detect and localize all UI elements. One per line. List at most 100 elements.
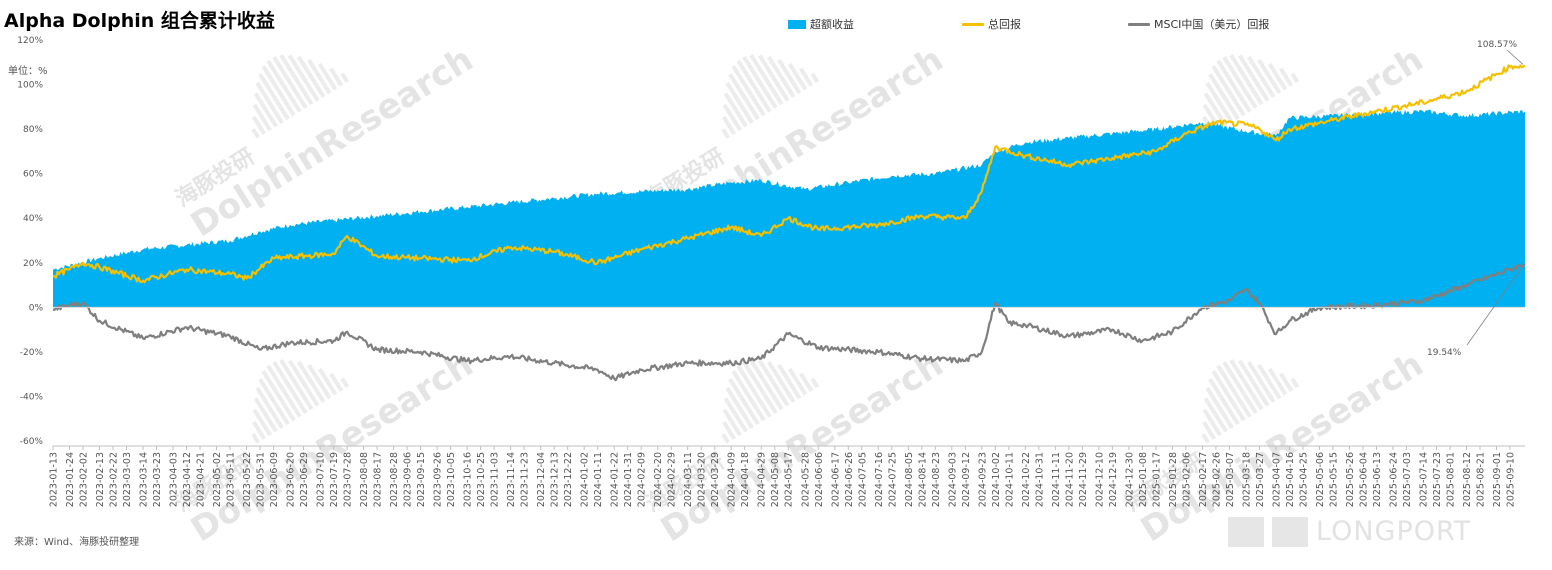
watermark-bar <box>266 364 302 418</box>
watermark-bar <box>767 55 796 98</box>
watermark-bar <box>329 67 344 87</box>
watermark-bar <box>266 59 302 113</box>
watermark-bar <box>799 67 814 87</box>
watermark-bar <box>810 72 820 84</box>
x-tick-label: 2024-04-18 <box>740 452 751 507</box>
x-tick-label: 2025-06-24 <box>1388 452 1399 507</box>
y-axis-unit-label: 单位：% <box>8 66 48 77</box>
watermark-bar <box>307 363 332 400</box>
watermark-bar <box>253 397 278 433</box>
x-tick-label: 2024-03-20 <box>697 452 708 507</box>
watermark-bar <box>721 433 731 444</box>
x-tick-label: 2024-06-26 <box>844 452 855 507</box>
x-tick-label: 2023-05-31 <box>256 452 267 507</box>
watermark-bar <box>757 359 790 407</box>
watermark-bar <box>297 360 326 403</box>
watermark-bar <box>1208 73 1240 121</box>
x-tick-label: 2023-06-09 <box>269 452 280 507</box>
x-tick-label: 2023-07-19 <box>329 452 340 507</box>
watermark-bar <box>731 370 766 422</box>
watermark-bar <box>742 361 778 415</box>
y-tick-label: 60% <box>23 170 43 180</box>
x-tick-label: 2025-03-18 <box>1241 452 1252 507</box>
watermark-bar <box>749 53 784 106</box>
x-tick-label: 2025-08-12 <box>1462 452 1473 507</box>
total-return-line <box>52 64 1526 284</box>
watermark-bar <box>1237 54 1270 102</box>
watermark-bar <box>721 420 736 440</box>
x-tick-label: 2024-10-22 <box>1021 452 1032 507</box>
x-tick-label: 2024-01-22 <box>610 452 621 507</box>
watermark-bar <box>787 62 808 91</box>
watermark-bar <box>736 364 772 418</box>
y-tick-label: -40% <box>20 392 44 402</box>
x-tick-label: 2025-09-01 <box>1492 452 1503 507</box>
legend-item-total: 总回报 <box>962 15 1021 33</box>
watermark-bar <box>258 378 290 426</box>
x-tick-label: 2023-03-23 <box>152 452 163 507</box>
x-tick-label: 2023-11-23 <box>520 452 531 507</box>
watermark-bar <box>279 53 314 106</box>
watermark-bar <box>279 358 314 411</box>
watermark-bar <box>1222 56 1258 110</box>
source-note: 来源：Wind、海豚投研整理 <box>14 537 140 548</box>
x-tick-label: 2024-01-31 <box>623 452 634 507</box>
x-tick-label: 2025-01-28 <box>1168 452 1179 507</box>
watermark-bar <box>287 54 320 102</box>
watermark-bar <box>317 62 338 91</box>
longport-logo-mark <box>1228 516 1308 547</box>
watermark-bar <box>728 73 760 121</box>
legend-item-excess: 超额收益 <box>788 15 854 33</box>
y-tick-label: 20% <box>23 259 43 269</box>
x-tick-label: 2024-08-14 <box>917 452 928 507</box>
x-tick-label: 2023-10-25 <box>476 452 487 507</box>
watermark-bar <box>1257 58 1282 95</box>
x-tick-label: 2025-07-14 <box>1418 452 1429 507</box>
x-tick-label: 2025-06-04 <box>1358 452 1369 507</box>
chart-title: Alpha Dolphin 组合累计收益 <box>4 10 275 32</box>
x-tick-label: 2023-07-10 <box>316 452 327 507</box>
x-tick-label: 2023-09-15 <box>416 452 427 507</box>
watermark-bar <box>1205 386 1234 429</box>
x-tick-label: 2024-09-03 <box>947 452 958 507</box>
y-tick-label: -60% <box>20 437 44 447</box>
watermark-bar <box>261 370 296 422</box>
x-tick-label: 2024-07-16 <box>874 452 885 507</box>
longport-logo: LONGPORT <box>1228 516 1471 547</box>
watermark-bar <box>723 92 748 128</box>
x-tick-label: 2024-08-23 <box>931 452 942 507</box>
watermark-bar <box>723 397 748 433</box>
x-tick-label: 2023-06-20 <box>286 452 297 507</box>
legend-label-excess: 超额收益 <box>810 18 854 31</box>
watermark-bar <box>1237 359 1270 407</box>
x-tick-label: 2024-02-20 <box>653 452 664 507</box>
x-tick-label: 2023-05-22 <box>242 452 253 507</box>
x-tick-label: 2025-01-17 <box>1151 452 1162 507</box>
x-tick-label: 2024-01-02 <box>580 452 591 507</box>
watermark-bar <box>1267 367 1288 396</box>
legend-label-total: 总回报 <box>988 18 1021 31</box>
x-tick-label: 2024-06-17 <box>830 452 841 507</box>
x-tick-label: 2024-10-11 <box>1004 452 1015 507</box>
watermark-bar <box>731 65 766 117</box>
x-axis: 2023-01-13 2023-01-24 2023-02-02 2023-02-13… <box>49 445 1525 507</box>
watermark-bar <box>722 103 742 132</box>
watermark-bar <box>252 408 272 437</box>
watermark-bar <box>777 363 802 400</box>
x-tick-label: 2025-04-16 <box>1285 452 1296 507</box>
watermark-bar <box>1229 53 1264 106</box>
watermark-bar <box>1202 408 1222 437</box>
watermark-bar <box>736 59 772 113</box>
x-tick-label: 2024-03-11 <box>683 452 694 507</box>
x-tick-label: 2024-11-11 <box>1051 452 1062 507</box>
x-tick-label: 2025-09-10 <box>1505 452 1516 507</box>
msci-return-line <box>52 262 1526 382</box>
watermark-bar <box>252 103 272 132</box>
watermark-bar <box>1257 363 1282 400</box>
x-tick-label: 2024-12-10 <box>1094 452 1105 507</box>
watermark-bar <box>1203 397 1228 433</box>
x-tick-label: 2024-04-09 <box>727 452 738 507</box>
